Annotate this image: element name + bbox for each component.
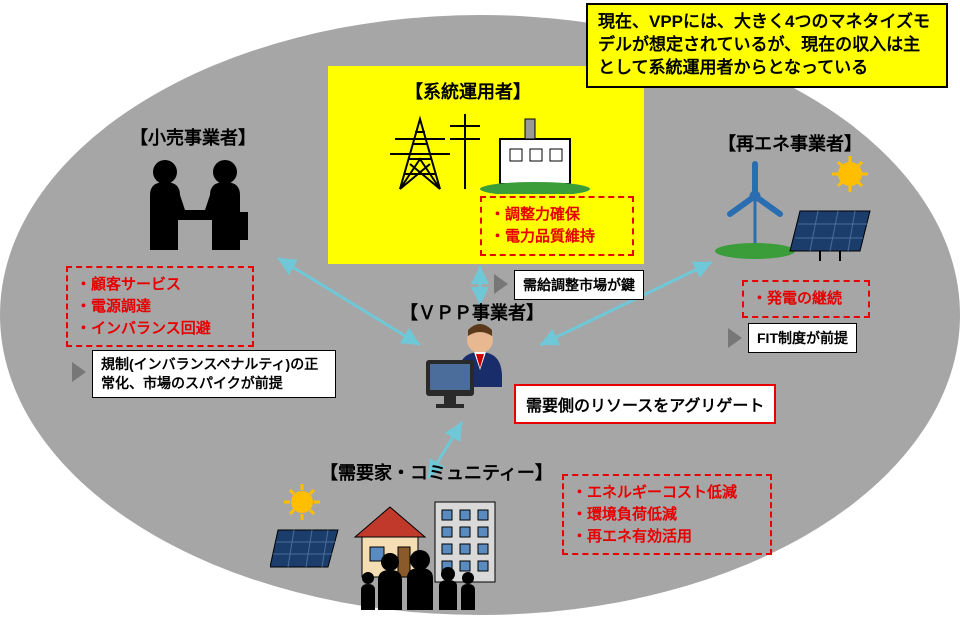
renewable-callout: FIT制度が前提 <box>748 323 857 353</box>
bullet: ・電源調達 <box>76 296 244 318</box>
retailer-bullets: ・顧客サービス ・電源調達 ・インバランス回避 <box>66 266 254 347</box>
bullet: ・調整力確保 <box>490 204 624 226</box>
diagram-stage: 【系統運用者】 ・調整力確保 ・電力品 <box>0 0 960 629</box>
operator-at-computer-icon <box>418 322 528 417</box>
bullet: ・環境負荷低減 <box>572 504 762 526</box>
grid-operator-callout: 需給調整市場が鍵 <box>514 270 644 300</box>
renewable-bullets: ・発電の継続 <box>742 280 870 318</box>
retailer-heading: 【小売事業者】 <box>130 124 256 150</box>
bullet: ・発電の継続 <box>752 288 860 310</box>
handshake-people-icon <box>130 150 260 260</box>
callout-arrow-icon <box>728 328 742 348</box>
callout-arrow-icon <box>72 362 86 382</box>
grid-operator-heading: 【系統運用者】 <box>405 78 531 104</box>
callout-arrow-icon <box>494 274 508 294</box>
demand-bullets: ・エネルギーコスト低減 ・環境負荷低減 ・再エネ有効活用 <box>562 474 772 555</box>
bullet: ・再エネ有効活用 <box>572 526 762 548</box>
wind-solar-icon <box>700 156 880 266</box>
bullet: ・インバランス回避 <box>76 318 244 340</box>
grid-operator-bullets: ・調整力確保 ・電力品質維持 <box>480 196 634 256</box>
vpp-center-box: 需要側のリソースをアグリゲート <box>514 384 776 424</box>
power-tower-icon <box>370 104 590 194</box>
community-icon <box>270 482 560 612</box>
retailer-callout: 規制(インバランスペナルティ)の正常化、市場のスパイクが前提 <box>92 350 336 398</box>
bullet: ・エネルギーコスト低減 <box>572 482 762 504</box>
bullet: ・電力品質維持 <box>490 226 624 248</box>
bullet: ・顧客サービス <box>76 274 244 296</box>
summary-banner: 現在、VPPには、大きく4つのマネタイズモデルが想定されているが、現在の収入は主… <box>586 3 948 88</box>
renewable-heading: 【再エネ事業者】 <box>718 130 862 156</box>
